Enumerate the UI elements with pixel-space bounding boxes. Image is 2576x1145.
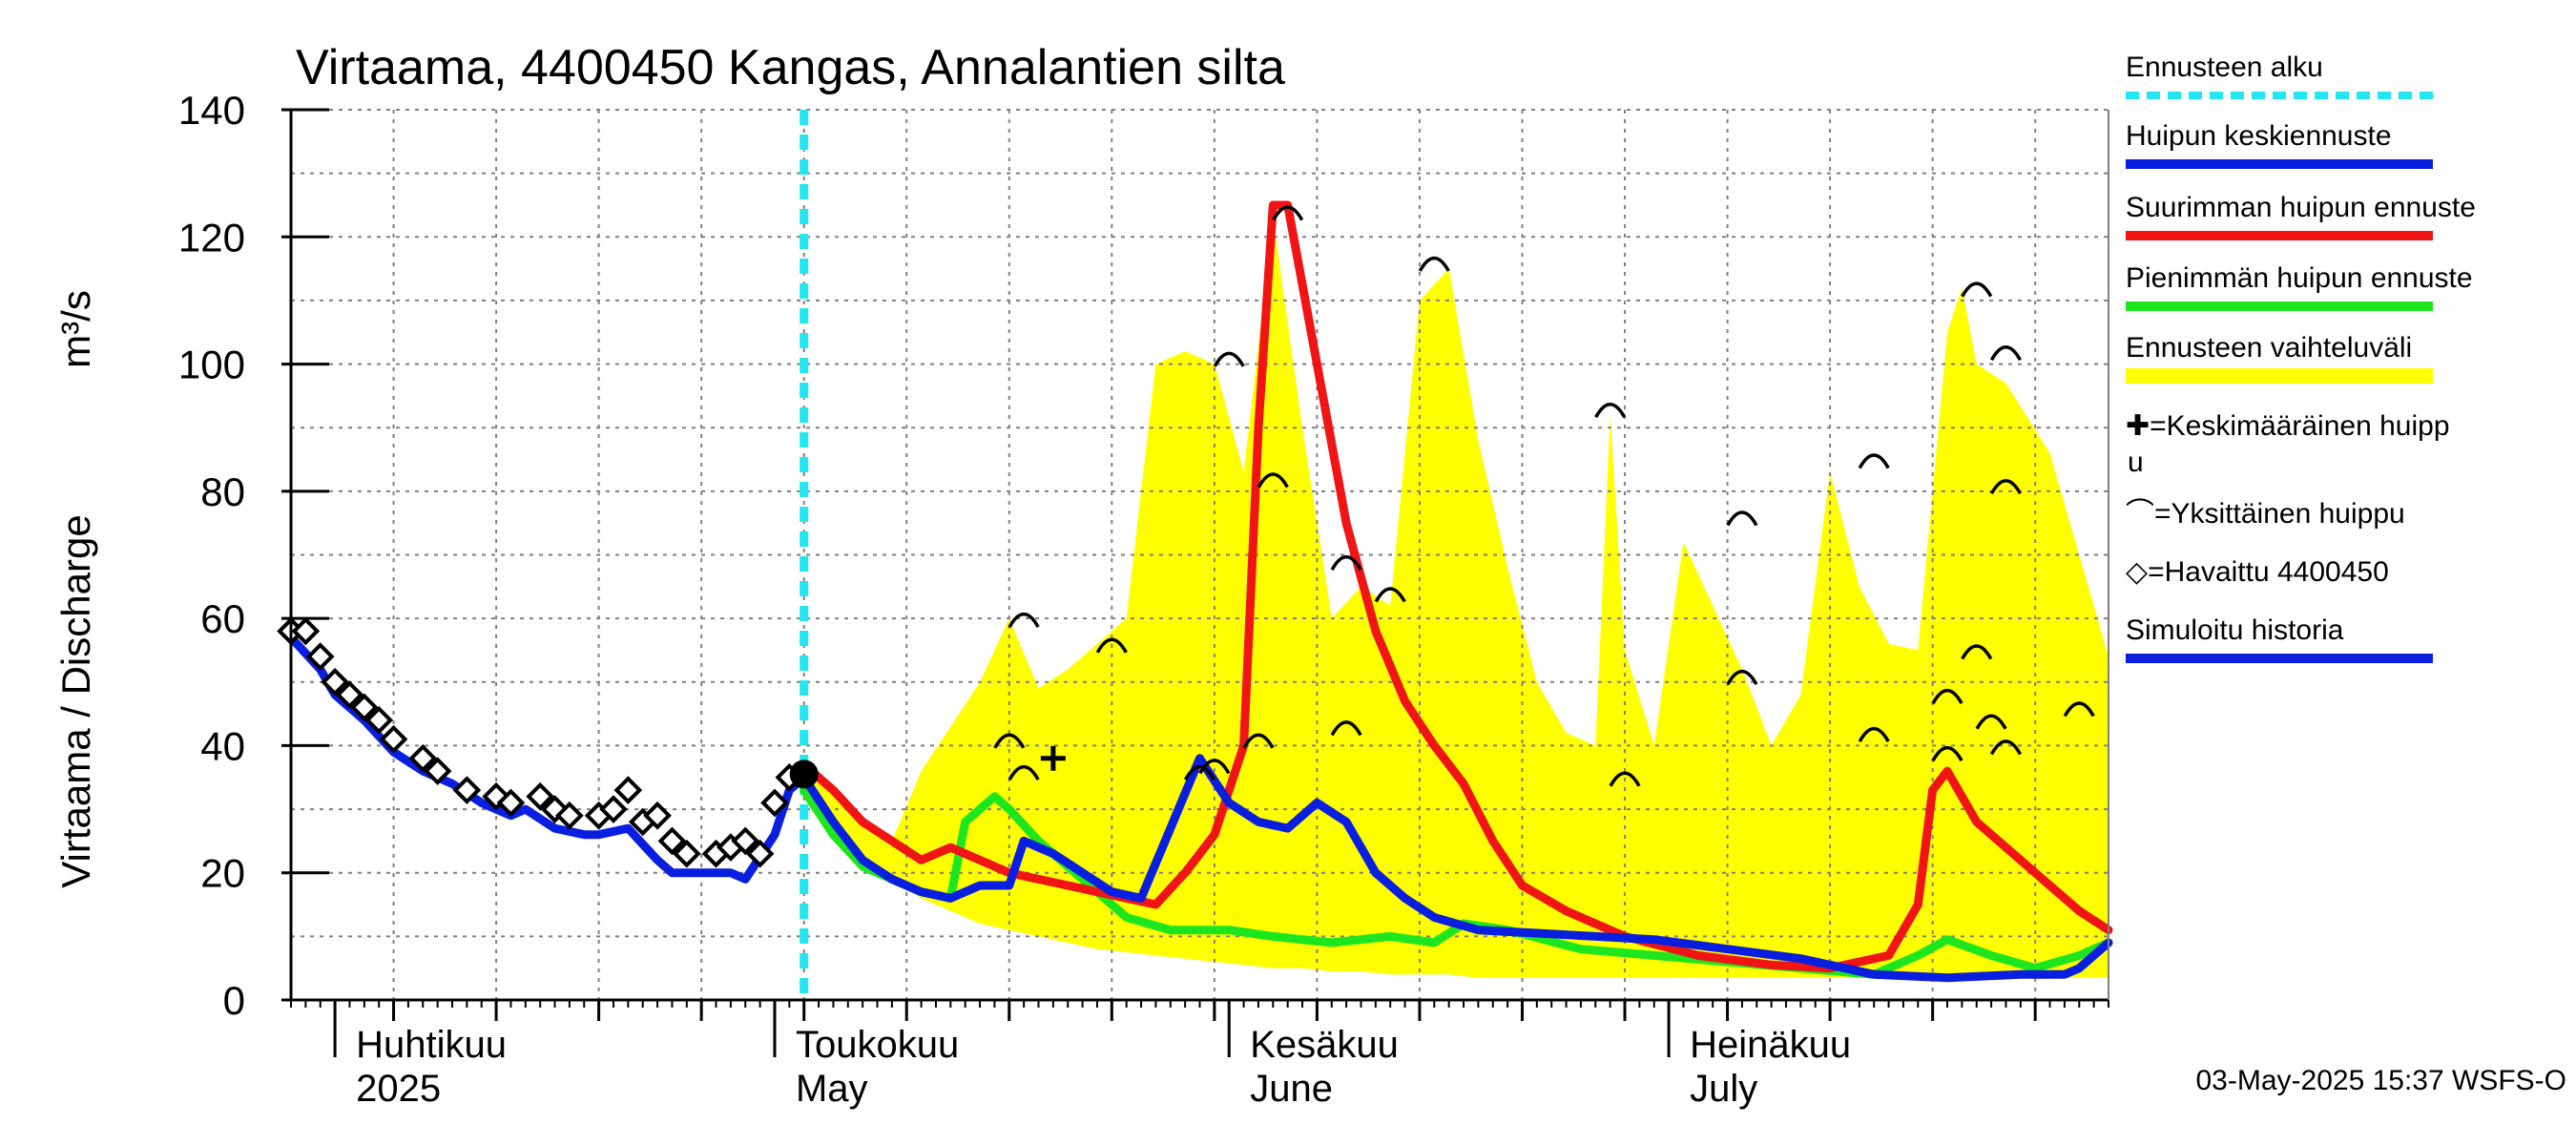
individual-peak-marker <box>1330 720 1362 737</box>
chart-markers <box>277 205 2095 868</box>
individual-peak-marker <box>1726 510 1758 527</box>
observed-point-marker <box>349 693 379 722</box>
x-month-sublabel: 2025 <box>356 1068 441 1110</box>
individual-peak-marker <box>1961 644 1993 660</box>
legend-label: Suurimman huipun ennuste <box>2126 192 2476 223</box>
observed-point-marker <box>305 642 335 671</box>
observed-point-marker <box>657 826 687 856</box>
y-tick-label: 120 <box>178 215 245 260</box>
observed-point-marker <box>379 724 408 754</box>
individual-peak-marker <box>1257 472 1289 489</box>
legend-label: ✚=Keskimääräinen huipp <box>2126 410 2450 442</box>
series-line-mean-peak <box>800 754 2113 983</box>
individual-peak-marker <box>1931 688 1963 704</box>
observed-point-marker <box>335 680 364 709</box>
individual-peak-marker <box>1374 587 1406 603</box>
individual-peak-marker <box>1242 733 1275 749</box>
y-tick-label: 100 <box>178 343 245 387</box>
observed-point-marker <box>760 788 789 818</box>
observed-point-marker <box>613 776 643 804</box>
individual-peak-marker <box>1989 478 2022 495</box>
x-month-label: Toukokuu <box>796 1024 959 1066</box>
forecast-range-area <box>803 218 2109 978</box>
individual-peak-marker <box>2063 701 2095 718</box>
observed-point-marker <box>745 839 775 868</box>
individual-peak-marker <box>1198 759 1231 775</box>
series-line-min-peak <box>800 785 2113 979</box>
series-line-max-peak <box>800 200 2113 973</box>
y-tick-label: 140 <box>178 88 245 133</box>
y-tick-label: 20 <box>200 851 245 896</box>
legend-label: ⌒=Yksittäinen huippu <box>2126 498 2405 530</box>
mean-peak-marker <box>1040 745 1066 771</box>
legend-label: Ennusteen alku <box>2126 52 2323 83</box>
observed-point-marker <box>291 616 321 646</box>
y-tick-label: 40 <box>200 723 245 768</box>
observed-point-marker <box>423 757 452 785</box>
x-month-label: Huhtikuu <box>356 1024 507 1066</box>
y-axis-unit: m³/s <box>53 290 98 368</box>
individual-peak-marker <box>1989 739 2022 756</box>
observed-point-marker <box>526 781 554 811</box>
individual-peak-marker <box>1975 714 2007 730</box>
x-month-label: Heinäkuu <box>1690 1024 1851 1066</box>
individual-peak-marker <box>1330 554 1362 572</box>
observed-point-marker <box>408 743 438 773</box>
x-month-sublabel: June <box>1250 1068 1333 1110</box>
observed-point-marker <box>496 788 526 818</box>
individual-peak-marker <box>1095 637 1128 654</box>
individual-peak-marker <box>1183 764 1216 781</box>
individual-peak-marker <box>1726 669 1758 686</box>
observed-point-marker <box>452 776 482 804</box>
forecast-range-band <box>803 218 2109 978</box>
observed-point-marker <box>672 839 701 868</box>
chart-grid <box>291 109 2109 1000</box>
observed-point-marker <box>321 667 349 697</box>
legend-label: Ennusteen vaihteluväli <box>2126 332 2412 364</box>
individual-peak-marker <box>1594 403 1627 419</box>
legend-label: Pienimmän huipun ennuste <box>2126 262 2473 294</box>
individual-peak-marker <box>1213 351 1245 367</box>
observed-point-marker <box>599 795 628 823</box>
current-observation-marker <box>789 760 819 789</box>
x-month-sublabel: July <box>1690 1068 1757 1110</box>
legend-label: ◇=Havaittu 4400450 <box>2126 556 2389 588</box>
individual-peak-marker <box>1858 453 1890 469</box>
footer-timestamp: 03-May-2025 15:37 WSFS-O <box>2196 1065 2567 1096</box>
individual-peak-marker <box>1961 281 1993 298</box>
individual-peak-marker <box>1008 764 1040 781</box>
legend-label: u <box>2128 447 2144 478</box>
chart-series <box>286 200 2113 983</box>
y-tick-label: 80 <box>200 469 245 514</box>
y-tick-label: 0 <box>223 978 245 1023</box>
chart-title: Virtaama, 4400450 Kangas, Annalantien si… <box>296 40 1285 95</box>
individual-peak-marker <box>1272 205 1304 221</box>
legend-label: Simuloitu historia <box>2126 614 2344 646</box>
legend-label: Huipun keskiennuste <box>2126 120 2392 152</box>
chart-legend: Ennusteen alku Huipun keskiennuste Suurimm… <box>2126 52 2476 663</box>
observed-point-marker <box>731 826 760 856</box>
observed-point-marker <box>482 781 510 811</box>
y-axis-title: Virtaama / Discharge <box>53 514 98 887</box>
observed-point-marker <box>643 801 672 830</box>
individual-peak-marker <box>1609 771 1641 787</box>
individual-peak-marker <box>1418 256 1450 272</box>
individual-peak-marker <box>993 733 1026 749</box>
series-line-simulated-history <box>286 633 809 884</box>
individual-peak-marker <box>1858 726 1890 742</box>
legend-swatch <box>2126 368 2433 384</box>
y-tick-label: 60 <box>200 596 245 641</box>
individual-peak-marker <box>1008 612 1040 629</box>
x-month-label: Kesäkuu <box>1250 1024 1399 1066</box>
individual-peak-marker <box>1989 345 2022 362</box>
observed-point-marker <box>555 801 584 830</box>
individual-peak-marker <box>1931 745 1963 761</box>
observed-point-marker <box>364 705 394 735</box>
x-month-sublabel: May <box>796 1068 868 1110</box>
